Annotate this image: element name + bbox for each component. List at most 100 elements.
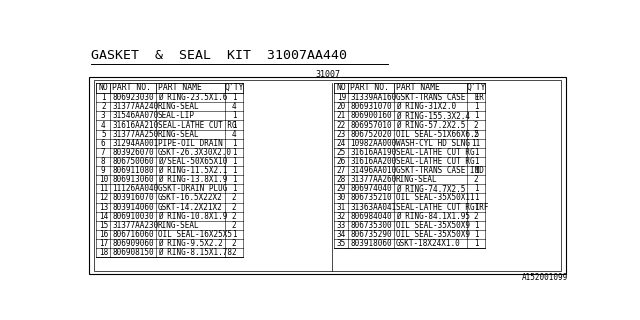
Text: 803926070: 803926070 xyxy=(112,148,154,157)
Text: 21: 21 xyxy=(337,111,346,120)
Text: 1: 1 xyxy=(232,157,236,166)
Text: Q'TY: Q'TY xyxy=(224,84,244,92)
Text: PART NAME: PART NAME xyxy=(396,84,440,92)
Text: 1: 1 xyxy=(232,121,236,130)
Text: 11126AA040: 11126AA040 xyxy=(112,184,159,193)
Text: 1: 1 xyxy=(474,239,478,248)
Text: OIL SEAL-51X66X6.5: OIL SEAL-51X66X6.5 xyxy=(396,130,479,139)
Text: 803914060: 803914060 xyxy=(112,203,154,212)
Text: 806752020: 806752020 xyxy=(350,130,392,139)
Text: GSKT-16.5X22X2: GSKT-16.5X22X2 xyxy=(158,194,223,203)
Text: 28: 28 xyxy=(337,175,346,184)
Text: 23: 23 xyxy=(337,130,346,139)
Text: 1: 1 xyxy=(474,230,478,239)
Text: 31616AA190: 31616AA190 xyxy=(350,148,397,157)
Text: 2: 2 xyxy=(232,239,236,248)
Text: SEAL-LATHE CUT RGTRF: SEAL-LATHE CUT RGTRF xyxy=(396,203,488,212)
Text: GSKT-14.2X21X2: GSKT-14.2X21X2 xyxy=(158,203,223,212)
Text: 34: 34 xyxy=(337,230,346,239)
Text: 18: 18 xyxy=(99,248,108,257)
Text: 22: 22 xyxy=(337,121,346,130)
Text: 4: 4 xyxy=(232,102,236,111)
Text: 1: 1 xyxy=(474,194,478,203)
Text: Q'TY: Q'TY xyxy=(467,84,486,92)
Text: SEAL-LATHE CUT RG: SEAL-LATHE CUT RG xyxy=(396,148,475,157)
Text: 3: 3 xyxy=(101,111,106,120)
Text: 31496AA010: 31496AA010 xyxy=(350,166,397,175)
Text: 31377AA260: 31377AA260 xyxy=(350,175,397,184)
Text: OIL SEAL-35X50X11: OIL SEAL-35X50X11 xyxy=(396,194,475,203)
Text: Ø RING-23.5X1.6: Ø RING-23.5X1.6 xyxy=(158,93,227,102)
Text: 31377AA250: 31377AA250 xyxy=(112,130,159,139)
Text: 1: 1 xyxy=(232,184,236,193)
Text: 24: 24 xyxy=(337,139,346,148)
Text: GSKT-DRAIN PLUG: GSKT-DRAIN PLUG xyxy=(158,184,227,193)
Bar xyxy=(94,80,561,271)
Text: 1: 1 xyxy=(232,230,236,239)
Text: 5: 5 xyxy=(101,130,106,139)
Text: RING-SEAL: RING-SEAL xyxy=(158,221,200,230)
Text: 2: 2 xyxy=(232,248,236,257)
Text: PART NO.: PART NO. xyxy=(350,84,389,92)
Text: Ø RING-84.1X1.95: Ø RING-84.1X1.95 xyxy=(396,212,470,221)
Text: 2: 2 xyxy=(232,194,236,203)
Text: 26: 26 xyxy=(337,157,346,166)
Text: 1: 1 xyxy=(232,175,236,184)
Text: 13: 13 xyxy=(99,203,108,212)
Text: 16: 16 xyxy=(99,230,108,239)
Text: 10: 10 xyxy=(99,175,108,184)
Text: 803916070: 803916070 xyxy=(112,194,154,203)
Text: 806974040: 806974040 xyxy=(350,184,392,193)
Text: 4: 4 xyxy=(232,130,236,139)
Text: 35: 35 xyxy=(337,239,346,248)
Text: 806911080: 806911080 xyxy=(112,166,154,175)
Text: 1: 1 xyxy=(474,184,478,193)
Text: OIL SEAL-35X50X9: OIL SEAL-35X50X9 xyxy=(396,221,470,230)
Text: 1: 1 xyxy=(474,148,478,157)
Text: 19: 19 xyxy=(337,93,346,102)
Text: GSKT-26.3X30X2.0: GSKT-26.3X30X2.0 xyxy=(158,148,232,157)
Text: 1: 1 xyxy=(232,166,236,175)
Text: 1: 1 xyxy=(232,139,236,148)
Text: 1: 1 xyxy=(232,148,236,157)
Text: Ø RING-155.3X2.4: Ø RING-155.3X2.4 xyxy=(396,111,470,120)
Text: 1: 1 xyxy=(474,203,478,212)
Text: 29: 29 xyxy=(337,184,346,193)
Text: 806900160: 806900160 xyxy=(350,111,392,120)
Text: 4: 4 xyxy=(101,121,106,130)
Text: A152001099: A152001099 xyxy=(522,273,568,282)
Text: 2: 2 xyxy=(474,130,478,139)
Text: SEAL-LATHE CUT RG: SEAL-LATHE CUT RG xyxy=(396,157,475,166)
Text: 11: 11 xyxy=(472,139,481,148)
Text: OIL SEAL-35X50X9: OIL SEAL-35X50X9 xyxy=(396,230,470,239)
Text: Ø RING-57.2X2.5: Ø RING-57.2X2.5 xyxy=(396,121,465,130)
Text: 1: 1 xyxy=(474,157,478,166)
Text: 31007: 31007 xyxy=(316,70,340,79)
Text: 31377AA230: 31377AA230 xyxy=(112,221,159,230)
Text: 27: 27 xyxy=(337,166,346,175)
Text: NO: NO xyxy=(99,84,108,92)
Text: 1: 1 xyxy=(232,111,236,120)
Text: 20: 20 xyxy=(337,102,346,111)
Text: 12: 12 xyxy=(99,194,108,203)
Text: 806931070: 806931070 xyxy=(350,102,392,111)
Text: 31: 31 xyxy=(337,203,346,212)
Text: Ø RING-74.7X2.5: Ø RING-74.7X2.5 xyxy=(396,184,465,193)
Text: 1: 1 xyxy=(474,93,478,102)
Text: 2: 2 xyxy=(101,102,106,111)
Text: 1: 1 xyxy=(101,93,106,102)
Text: 31294AA001: 31294AA001 xyxy=(112,139,159,148)
Text: GSKT-TRANS CASE IMD: GSKT-TRANS CASE IMD xyxy=(396,166,484,175)
Text: 806957010: 806957010 xyxy=(350,121,392,130)
Text: RING-SEAL: RING-SEAL xyxy=(158,130,200,139)
Text: Ø RING-31X2.0: Ø RING-31X2.0 xyxy=(396,102,456,111)
Text: 2: 2 xyxy=(232,203,236,212)
Text: GSKT-18X24X1.0: GSKT-18X24X1.0 xyxy=(396,239,461,248)
Text: 806750060: 806750060 xyxy=(112,157,154,166)
Text: 806923030: 806923030 xyxy=(112,93,154,102)
Text: 9: 9 xyxy=(101,166,106,175)
Text: PART NAME: PART NAME xyxy=(158,84,202,92)
Text: 806716060: 806716060 xyxy=(112,230,154,239)
Text: 31616AA200: 31616AA200 xyxy=(350,157,397,166)
Text: 806735210: 806735210 xyxy=(350,194,392,203)
